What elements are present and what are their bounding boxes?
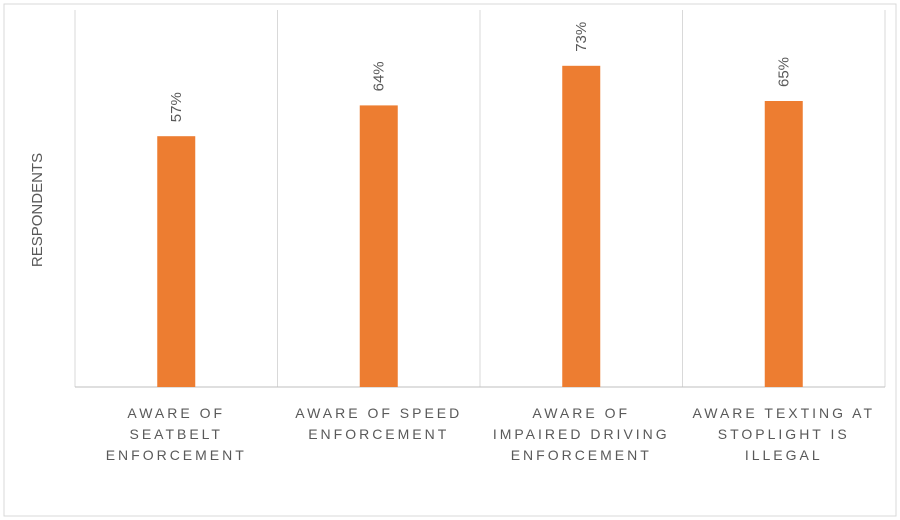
bar [764,101,803,387]
value-label: 64% [371,61,388,91]
value-label: 73% [573,22,590,52]
value-label: 65% [776,57,793,87]
bar [562,65,601,388]
x-tick-label: AWARE OF IMPAIRED DRIVING ENFORCEMENT [492,405,670,463]
bar [359,105,398,388]
y-axis-label: RESPONDENTS [29,153,46,267]
value-label: 57% [168,92,185,122]
x-tick-label: AWARE TEXTING AT STOPLIGHT IS ILLEGAL [692,405,876,463]
chart-border [3,3,897,517]
x-tick-label: AWARE OF SPEED ENFORCEMENT [295,405,463,442]
x-tick-label: AWARE OF SEATBELT ENFORCEMENT [105,405,247,463]
bar [157,136,196,387]
